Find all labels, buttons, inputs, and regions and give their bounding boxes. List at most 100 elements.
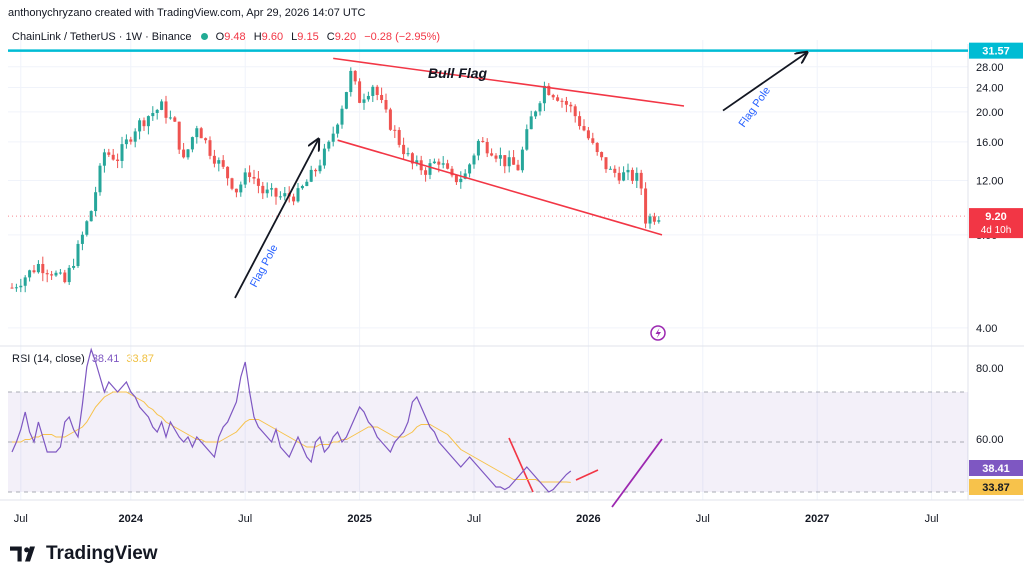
- candle-body: [648, 216, 652, 224]
- candle-body: [177, 121, 181, 150]
- symbol-legend: ChainLink / TetherUS · 1W · Binance O9.4…: [12, 31, 440, 43]
- candle-body: [274, 188, 278, 197]
- candle-body: [322, 148, 326, 166]
- candle-body: [476, 140, 480, 156]
- candle-body: [657, 220, 661, 222]
- high-value: 9.60: [261, 31, 284, 43]
- candle-body: [569, 104, 573, 107]
- candle-body: [19, 285, 23, 288]
- chart-author-header: anthonychryzano created with TradingView…: [8, 7, 366, 19]
- rsi-label[interactable]: RSI (14, close): [12, 353, 85, 365]
- candle-body: [644, 188, 648, 224]
- time-tick-label: Jul: [696, 513, 710, 525]
- candle-body: [432, 161, 436, 164]
- candle-body: [441, 163, 445, 165]
- flag-pole-arrow-left: [234, 140, 318, 299]
- candle-body: [120, 144, 124, 161]
- candle-body: [168, 117, 172, 119]
- rsi-line: [11, 347, 572, 493]
- candle-body: [591, 138, 595, 143]
- candle-body: [446, 163, 450, 169]
- candle-body: [353, 70, 357, 82]
- candle-body: [604, 157, 608, 170]
- bull-flag-label: Bull Flag: [428, 65, 488, 81]
- candle-body: [344, 92, 348, 109]
- candle-body: [217, 160, 221, 164]
- candle-body: [296, 188, 300, 202]
- candle-body: [283, 193, 287, 197]
- candle-body: [261, 185, 265, 194]
- candle-body: [358, 81, 362, 103]
- candle-body: [72, 265, 76, 268]
- candle-body: [454, 175, 458, 183]
- candle-body: [507, 157, 511, 167]
- candle-body: [85, 221, 89, 235]
- candle-body: [578, 116, 582, 127]
- time-axis[interactable]: Jul 2024 Jul 2025 Jul 2026 Jul 2027 Jul: [14, 513, 939, 525]
- candle-body: [542, 85, 546, 104]
- candle-body: [516, 164, 520, 171]
- candle-body: [173, 117, 177, 122]
- candle-body: [146, 116, 150, 127]
- candle-body: [226, 166, 230, 179]
- candle-body: [32, 270, 36, 273]
- candlestick-series: [10, 67, 661, 293]
- candle-body: [556, 97, 560, 101]
- price-tick-label: 24.00: [976, 82, 1004, 94]
- candle-body: [58, 272, 62, 274]
- symbol-label[interactable]: ChainLink / TetherUS · 1W · Binance: [12, 31, 192, 43]
- candle-body: [613, 168, 617, 173]
- candle-body: [129, 139, 133, 142]
- candle-body: [331, 133, 335, 142]
- candle-body: [564, 101, 568, 105]
- price-tick-label: 16.00: [976, 137, 1004, 149]
- candle-body: [490, 153, 494, 156]
- candle-body: [586, 130, 590, 139]
- candle-body: [107, 152, 111, 155]
- candle-body: [529, 116, 533, 130]
- candle-body: [349, 70, 353, 93]
- candle-body: [428, 163, 432, 175]
- price-tick-label: 28.00: [976, 62, 1004, 74]
- candle-body: [243, 172, 247, 185]
- price-axis[interactable]: 4.008.0012.0016.0020.0024.0028.0060.0080…: [969, 42, 1023, 495]
- candle-body: [327, 141, 331, 149]
- open-label: O: [215, 31, 225, 43]
- candle-body: [116, 159, 120, 161]
- candle-body: [98, 165, 102, 193]
- candle-body: [199, 128, 203, 139]
- candle-body: [362, 99, 366, 103]
- tradingview-logo[interactable]: TradingView: [10, 543, 158, 565]
- candle-body: [375, 86, 379, 95]
- candle-body: [111, 154, 115, 160]
- time-tick-label: Jul: [467, 513, 481, 525]
- candle-body: [23, 277, 27, 286]
- candle-body: [534, 111, 538, 117]
- rsi-ma-last-label-bg: [969, 479, 1023, 495]
- candle-body: [525, 129, 529, 150]
- candle-body: [190, 137, 194, 150]
- low-label: L: [291, 31, 298, 43]
- candle-body: [608, 168, 612, 170]
- candle-body: [635, 172, 639, 181]
- candle-body: [340, 108, 344, 125]
- time-tick-label: 2024: [119, 513, 144, 525]
- candle-body: [133, 131, 137, 142]
- candle-body: [155, 109, 159, 114]
- time-tick-label: Jul: [238, 513, 252, 525]
- candle-body: [366, 95, 370, 100]
- lightning-icon: [650, 325, 666, 341]
- candle-body: [63, 272, 67, 283]
- candle-body: [50, 274, 54, 276]
- change-value: −0.28 (−2.95%): [364, 31, 441, 43]
- lightning-glyph: [655, 328, 661, 339]
- candle-body: [512, 157, 516, 165]
- candle-body: [463, 173, 467, 179]
- candle-body: [230, 178, 234, 189]
- rsi-last-label: 38.41: [982, 463, 1010, 475]
- candle-body: [380, 94, 384, 100]
- flag-pole-arrow-right: [722, 53, 806, 112]
- candle-body: [14, 287, 18, 289]
- candle-body: [573, 106, 577, 117]
